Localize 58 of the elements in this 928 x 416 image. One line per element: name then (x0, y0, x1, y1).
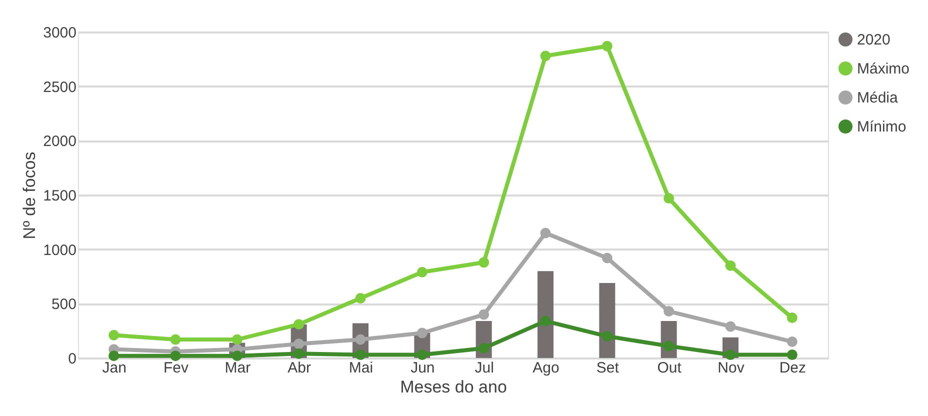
point (540, 228, 551, 238)
point (170, 350, 181, 362)
y-tick-label: 3000 (43, 24, 76, 42)
point (664, 306, 674, 317)
point (416, 328, 428, 338)
point (664, 193, 674, 204)
point (170, 334, 181, 345)
point (478, 257, 490, 268)
x-tick-label: Abr (288, 360, 312, 376)
point (602, 40, 612, 52)
bar (599, 283, 616, 358)
x-tick-label: Jun (410, 360, 435, 376)
x-tick-label: Mar (224, 360, 251, 376)
x-tick-label: Set (596, 360, 620, 376)
x-tick-label: Dez (779, 360, 806, 376)
point (540, 316, 551, 326)
point (786, 336, 798, 347)
point (416, 266, 428, 278)
point (108, 350, 120, 362)
y-tick-label: 1000 (43, 242, 76, 259)
point (725, 260, 736, 271)
y-tick-label: 2500 (43, 78, 76, 96)
x-tick-label: Jul (474, 360, 494, 376)
point (786, 312, 798, 324)
point (725, 350, 736, 360)
x-tick-label: Ago (532, 360, 560, 376)
point (664, 340, 674, 352)
point (602, 252, 612, 264)
y-tick-label: 2000 (43, 133, 76, 150)
point (478, 342, 490, 354)
point (294, 348, 304, 359)
legend-label: 2020 (857, 32, 890, 48)
legend-label: Máximo (857, 60, 910, 78)
point (725, 321, 736, 332)
point (294, 319, 304, 330)
y-axis-title: Nº de focos (20, 152, 40, 240)
legend-label: Média (857, 90, 899, 106)
point (602, 331, 612, 342)
y-tick-label: 1500 (43, 188, 76, 204)
point (540, 50, 551, 62)
point (416, 350, 428, 360)
point (232, 334, 242, 345)
x-tick-label: Jan (102, 360, 126, 376)
point (108, 330, 120, 340)
x-axis-title: Meses do ano (400, 378, 507, 396)
point (786, 350, 798, 360)
bar (538, 271, 554, 358)
point (232, 350, 242, 362)
y-tick-label: 500 (51, 296, 76, 314)
point (355, 293, 366, 304)
x-tick-label: Out (657, 360, 682, 376)
x-tick-label: Nov (718, 360, 745, 376)
point (478, 309, 490, 320)
legend-label: Mínimo (857, 118, 906, 136)
x-tick-label: Fev (163, 360, 189, 376)
x-tick-label: Mai (348, 360, 374, 376)
y-tick-label: 0 (68, 350, 76, 368)
point (355, 350, 366, 360)
